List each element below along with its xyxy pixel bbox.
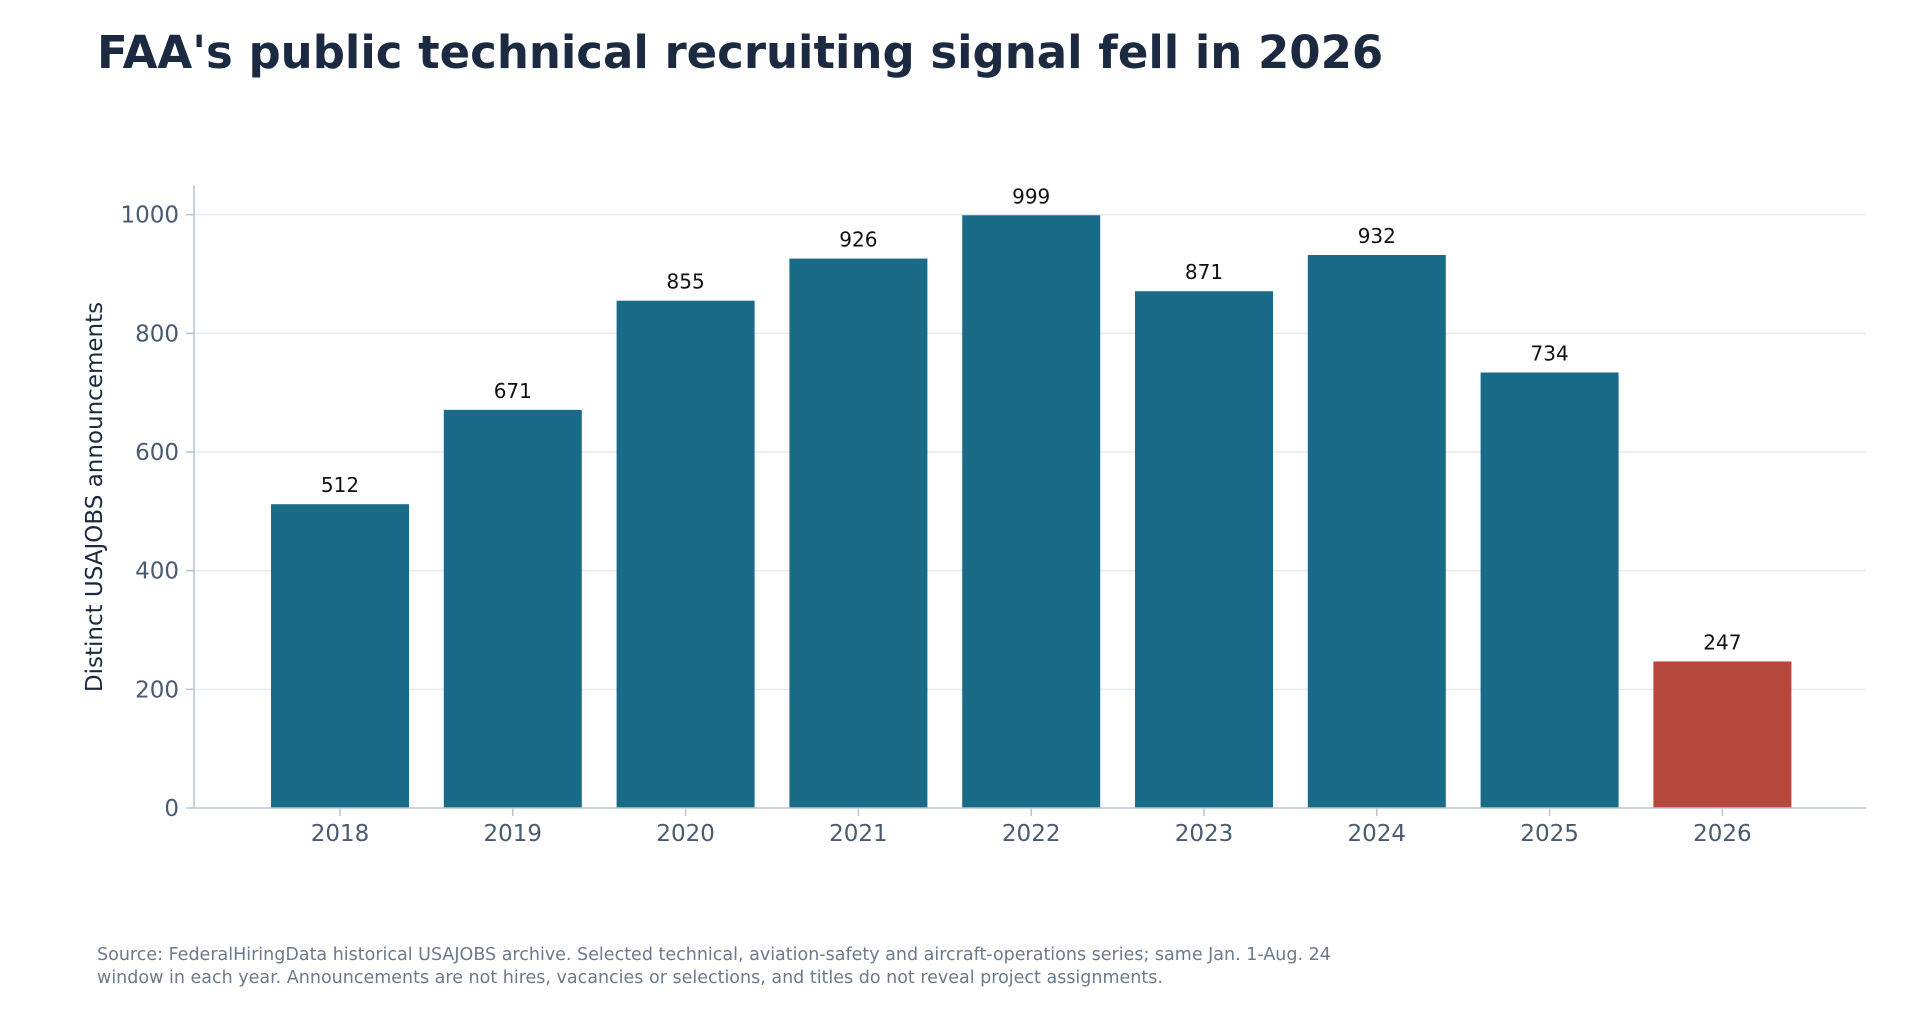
value-label-2020: 855 <box>667 270 705 294</box>
x-tick-label-2022: 2022 <box>1002 821 1061 847</box>
value-label-2024: 932 <box>1358 224 1396 248</box>
bar-2019 <box>443 409 582 808</box>
y-tick-label: 600 <box>135 440 179 466</box>
y-axis-title: Distinct USAJOBS announcements <box>82 302 108 692</box>
value-label-2023: 871 <box>1185 260 1223 284</box>
chart-title: FAA's public technical recruiting signal… <box>97 26 1384 79</box>
y-tick-label: 800 <box>135 321 179 347</box>
axes <box>193 185 1866 809</box>
value-label-2018: 512 <box>321 473 359 497</box>
bar-2022 <box>962 215 1101 808</box>
value-label-2019: 671 <box>494 379 532 403</box>
y-tick-label: 200 <box>135 677 179 703</box>
value-label-2025: 734 <box>1531 341 1569 365</box>
x-tick-label-2024: 2024 <box>1348 821 1407 847</box>
x-tick-label-2025: 2025 <box>1520 821 1579 847</box>
source-note: Source: FederalHiringData historical USA… <box>97 945 1331 988</box>
bar-2025 <box>1480 372 1619 808</box>
value-label-2026: 247 <box>1703 630 1741 654</box>
bars <box>271 215 1792 809</box>
x-tick-label-2023: 2023 <box>1175 821 1234 847</box>
bar-2026 <box>1653 661 1792 808</box>
value-label-2021: 926 <box>839 228 877 252</box>
x-tick-label-2018: 2018 <box>311 821 370 847</box>
x-tick-label-2019: 2019 <box>484 821 543 847</box>
value-label-2022: 999 <box>1012 184 1050 208</box>
bar-2021 <box>789 258 928 808</box>
y-tick-label: 400 <box>135 559 179 585</box>
y-tick-label: 0 <box>164 796 179 822</box>
bar-2020 <box>616 300 755 808</box>
labels: 0 200 400 600 800 1000 512 2018 671 2019 855 2020 92… <box>120 184 1751 847</box>
x-tick-label-2020: 2020 <box>656 821 715 847</box>
bar-2023 <box>1135 291 1273 808</box>
bar-2024 <box>1307 255 1446 809</box>
x-tick-label-2026: 2026 <box>1693 821 1752 847</box>
y-tick-label: 1000 <box>120 203 179 229</box>
bar-2018 <box>271 504 409 808</box>
x-tick-label-2021: 2021 <box>829 821 888 847</box>
